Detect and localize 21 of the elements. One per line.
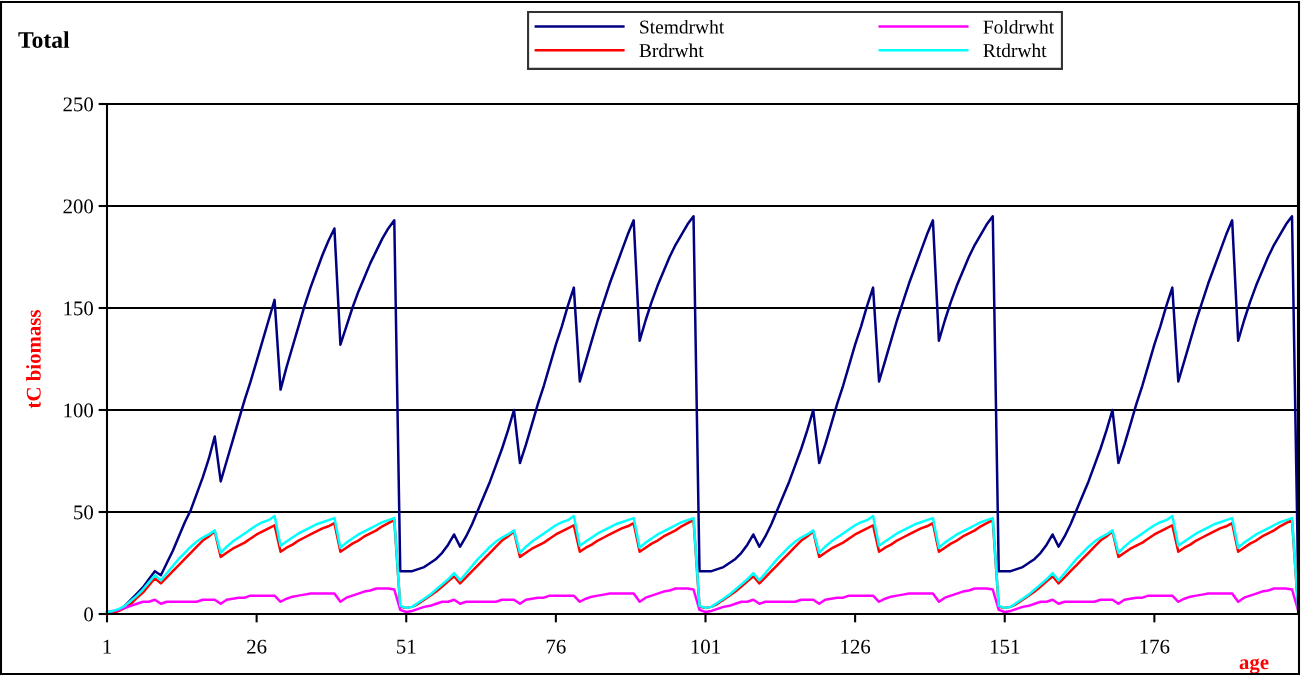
legend-label: Rtdrwht	[983, 43, 1047, 58]
x-tick-label: 151	[990, 639, 1020, 654]
y-tick-label: 250	[63, 97, 94, 112]
x-tick-label: 76	[546, 639, 566, 654]
y-tick-label: 0	[84, 607, 94, 622]
y-tick-label: 200	[63, 199, 94, 214]
y-tick-label: 50	[74, 505, 94, 520]
x-tick-label: 101	[691, 639, 720, 654]
x-tick-label: 1	[103, 639, 111, 654]
x-tick-label: 126	[841, 639, 871, 654]
x-tick-label: 26	[247, 639, 267, 654]
legend-label: Foldrwht	[983, 19, 1055, 34]
legend-label: Stemdrwht	[640, 19, 725, 34]
x-tick-label: 176	[1140, 639, 1170, 654]
chart-title: Total	[18, 31, 70, 48]
x-tick-label: 51	[397, 639, 416, 654]
y-tick-label: 100	[64, 403, 94, 418]
y-tick-label: 150	[64, 301, 94, 316]
y-axis-title: tC biomass	[26, 310, 41, 409]
legend-label: Brdrwht	[639, 43, 704, 58]
x-axis-title: age	[1239, 658, 1269, 674]
